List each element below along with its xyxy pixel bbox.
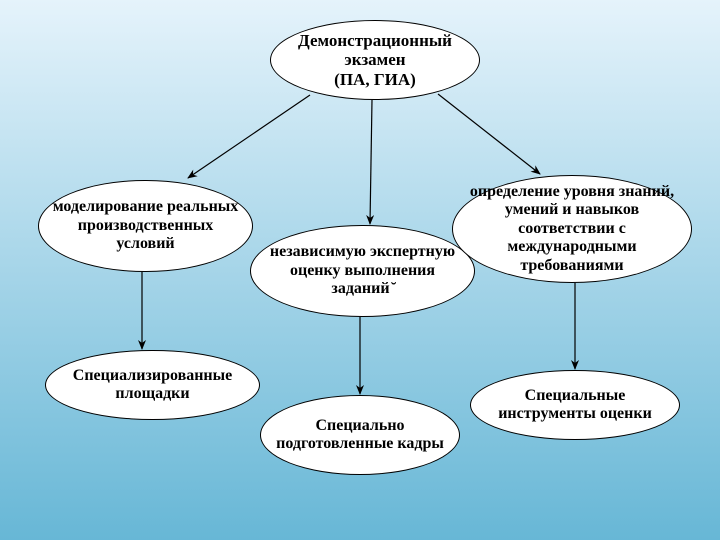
arrow-root-to-mid_right xyxy=(438,94,540,174)
node-root-label: Демонстрационный экзамен (ПА, ГИА) xyxy=(281,31,469,90)
node-bot-right: Специальные инструменты оценки xyxy=(470,370,680,440)
diagram-canvas: Демонстрационный экзамен (ПА, ГИА) модел… xyxy=(0,0,720,540)
node-root: Демонстрационный экзамен (ПА, ГИА) xyxy=(270,20,480,100)
arrow-root-to-mid_left xyxy=(188,95,310,178)
node-bot-left-label: Специализированные площадки xyxy=(56,367,249,404)
node-mid-left: моделирование реальных производственных … xyxy=(38,180,253,272)
node-bot-left: Специализированные площадки xyxy=(45,350,260,420)
arrow-root-to-mid_center xyxy=(370,100,372,224)
node-bot-right-label: Специальные инструменты оценки xyxy=(481,387,669,424)
node-bot-center: Специально подготовленные кадры xyxy=(260,395,460,475)
node-mid-center: независимую экспертную оценку выполнения… xyxy=(250,225,475,317)
node-bot-center-label: Специально подготовленные кадры xyxy=(271,417,449,454)
node-mid-right-label: определение уровня знаний, умений и навы… xyxy=(463,183,681,275)
node-mid-center-label: независимую экспертную оценку выполнения… xyxy=(261,243,464,298)
node-mid-left-label: моделирование реальных производственных … xyxy=(49,198,242,253)
node-mid-right: определение уровня знаний, умений и навы… xyxy=(452,175,692,283)
